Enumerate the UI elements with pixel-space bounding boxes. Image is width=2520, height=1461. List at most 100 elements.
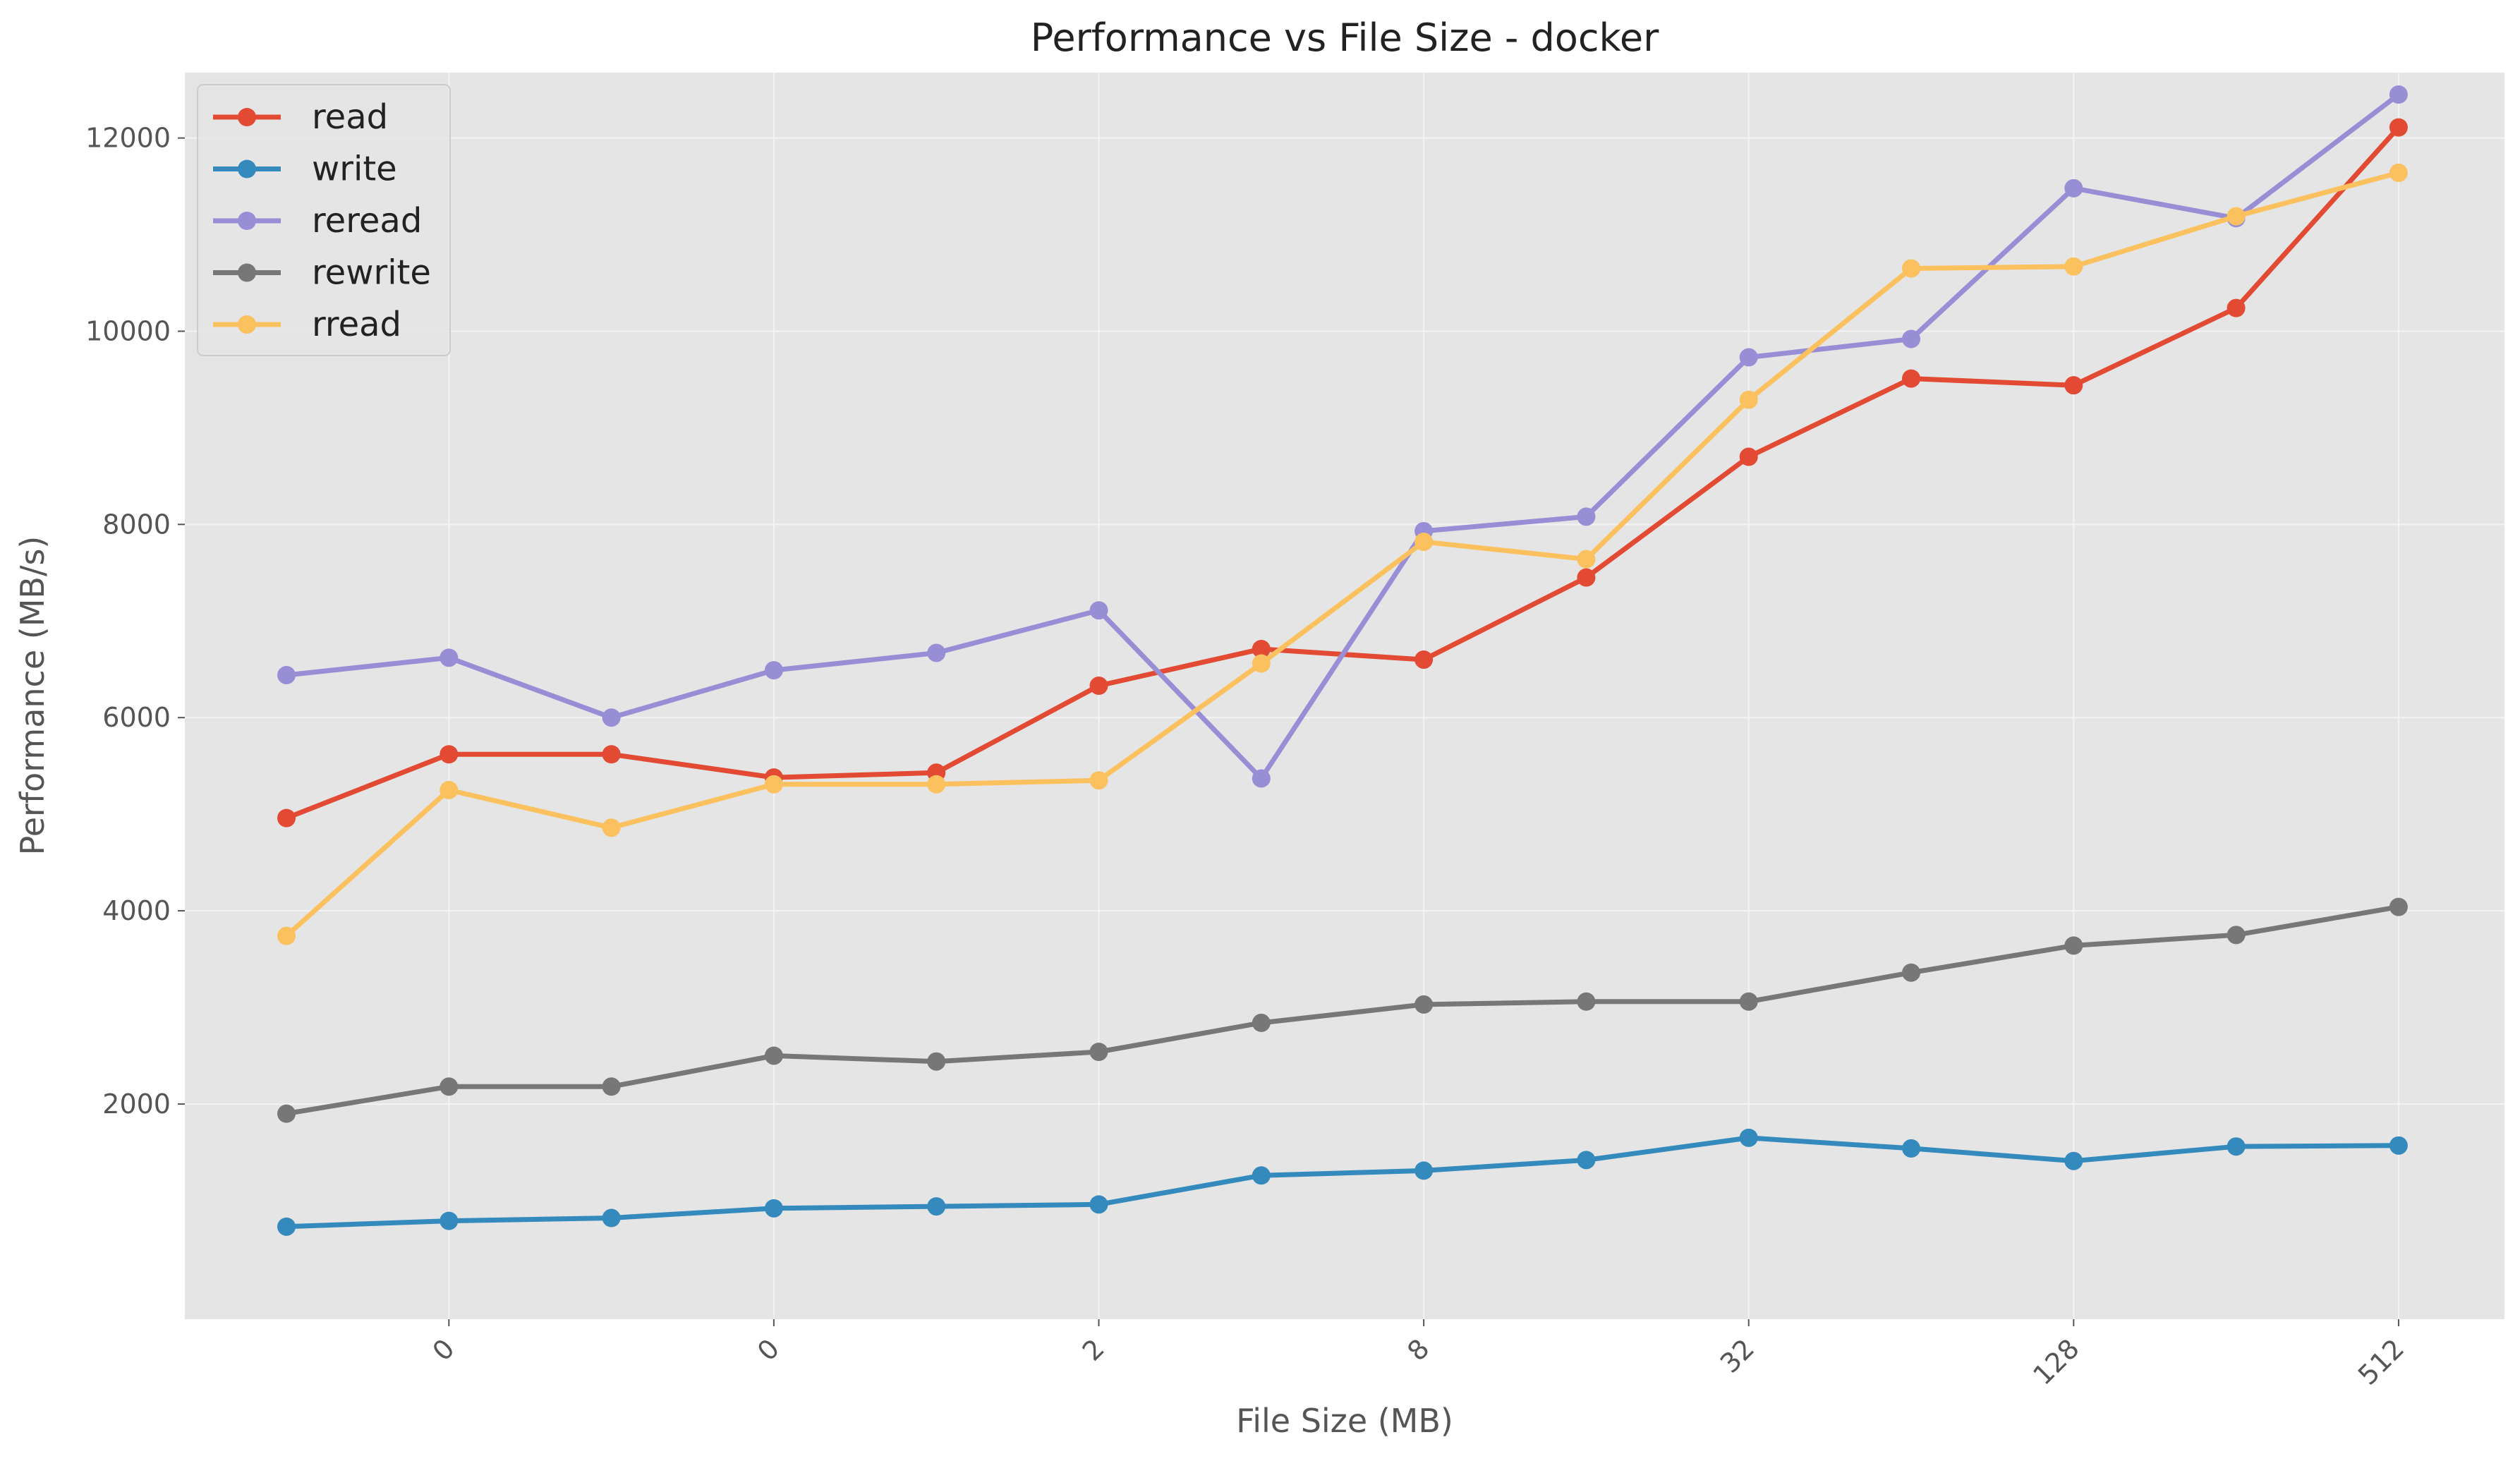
data-point-rewrite <box>277 1104 296 1123</box>
y-tick-label: 6000 <box>102 702 171 733</box>
grid <box>185 73 2504 1319</box>
x-tick-label: 0 <box>426 1333 460 1366</box>
data-point-write <box>764 1199 783 1218</box>
series-line-reread <box>284 92 2401 781</box>
data-point-read <box>1252 639 1271 658</box>
y-axis-label: Performance (MB/s) <box>13 536 52 856</box>
data-point-write <box>1252 1166 1271 1185</box>
legend-marker-rread <box>238 315 256 334</box>
series-line-rread <box>284 170 2401 939</box>
data-point-read <box>602 745 621 764</box>
data-point-reread <box>1089 601 1108 620</box>
data-point-rread <box>2389 163 2408 182</box>
data-point-reread <box>1252 769 1271 788</box>
data-point-reread <box>1902 329 1920 348</box>
x-tick-label: 512 <box>2352 1333 2410 1390</box>
data-point-read <box>1902 369 1920 388</box>
legend-marker-reread <box>238 212 256 230</box>
data-point-write <box>602 1208 621 1227</box>
x-tick-label: 2 <box>1077 1333 1110 1366</box>
data-point-rewrite <box>764 1046 783 1065</box>
legend-marker-rewrite <box>238 263 256 282</box>
legend-label-rread: rread <box>312 305 401 344</box>
series-line-rewrite <box>284 904 2401 1117</box>
data-point-read <box>440 745 459 764</box>
y-tick-label: 8000 <box>102 509 171 540</box>
series-reread <box>277 85 2408 788</box>
x-tick-label: 32 <box>1714 1333 1760 1378</box>
data-point-reread <box>440 648 459 667</box>
data-point-write <box>2064 1151 2083 1170</box>
y-axis: 2000 4000 6000 8000 10000 12000 <box>85 123 185 1120</box>
data-point-write <box>1415 1161 1434 1180</box>
x-tick-label: 128 <box>2027 1333 2085 1390</box>
series-write <box>277 1128 2408 1236</box>
y-tick-label: 10000 <box>85 316 171 347</box>
data-point-write <box>2389 1136 2408 1155</box>
data-point-reread <box>277 665 296 684</box>
data-point-rewrite <box>2227 926 2246 945</box>
legend-label-write: write <box>312 150 397 189</box>
data-point-rread <box>602 818 621 837</box>
legend-label-read: read <box>312 97 388 137</box>
x-axis: 0 0 2 8 32 128 512 <box>426 1319 2410 1391</box>
data-point-rread <box>1415 533 1434 552</box>
legend-marker-write <box>238 159 256 178</box>
data-point-rread <box>764 775 783 794</box>
data-point-rewrite <box>1089 1042 1108 1061</box>
data-point-read <box>1577 568 1596 587</box>
data-point-write <box>440 1211 459 1230</box>
x-axis-label: File Size (MB) <box>1236 1402 1453 1440</box>
data-point-rewrite <box>602 1077 621 1096</box>
data-point-read <box>2227 298 2246 317</box>
x-tick-label: 8 <box>1401 1333 1435 1366</box>
data-point-write <box>1902 1139 1920 1158</box>
data-point-rewrite <box>2064 936 2083 955</box>
data-point-reread <box>1739 348 1758 367</box>
data-point-rread <box>927 775 946 794</box>
y-tick-label: 2000 <box>102 1089 171 1120</box>
data-point-rewrite <box>927 1052 946 1071</box>
data-point-write <box>927 1197 946 1216</box>
y-tick-label: 4000 <box>102 895 171 926</box>
data-point-rewrite <box>440 1077 459 1096</box>
data-point-write <box>1739 1128 1758 1147</box>
data-point-write <box>277 1217 296 1236</box>
legend-box <box>197 84 451 356</box>
data-point-reread <box>602 708 621 727</box>
series-group <box>277 85 2408 1236</box>
data-point-read <box>1415 650 1434 669</box>
data-point-read <box>2064 376 2083 395</box>
data-point-reread <box>764 661 783 680</box>
legend: read write reread rewrite rread <box>197 84 451 356</box>
data-point-rread <box>440 780 459 799</box>
x-tick-label: 0 <box>751 1333 785 1366</box>
data-point-read <box>1089 677 1108 696</box>
legend-marker-read <box>238 108 256 126</box>
series-rread <box>277 163 2408 945</box>
data-point-rewrite <box>1252 1013 1271 1032</box>
chart-title: Performance vs File Size - docker <box>1031 16 1659 60</box>
data-point-rread <box>1577 550 1596 569</box>
data-point-read <box>1739 447 1758 466</box>
data-point-rread <box>1252 654 1271 673</box>
data-point-rread <box>1739 390 1758 409</box>
series-rewrite <box>277 897 2408 1123</box>
data-point-rread <box>2227 207 2246 226</box>
plot-area <box>185 73 2504 1319</box>
data-point-rread <box>2064 257 2083 276</box>
data-point-rread <box>277 926 296 945</box>
data-point-rread <box>1902 259 1920 278</box>
data-point-write <box>1577 1151 1596 1170</box>
data-point-rewrite <box>1902 963 1920 982</box>
series-line-write <box>284 1135 2401 1230</box>
data-point-read <box>2389 118 2408 137</box>
data-point-reread <box>1577 507 1596 526</box>
data-point-rread <box>1089 771 1108 790</box>
data-point-rewrite <box>1415 995 1434 1014</box>
data-point-write <box>2227 1137 2246 1156</box>
data-point-reread <box>2389 85 2408 104</box>
y-tick-label: 12000 <box>85 123 171 154</box>
data-point-rewrite <box>1739 992 1758 1011</box>
